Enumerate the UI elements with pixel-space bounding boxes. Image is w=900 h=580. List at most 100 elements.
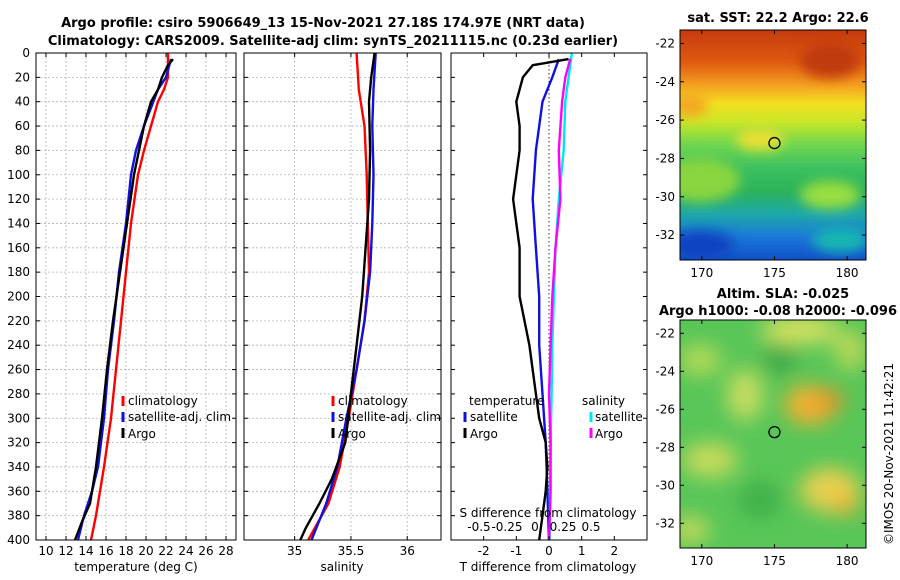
- temperature-x-label: temperature (deg C): [74, 560, 197, 574]
- map-y-tick-label: -28: [655, 440, 675, 454]
- argo-location-marker-sla: [768, 425, 781, 439]
- map-y-tick-label: -24: [655, 364, 675, 378]
- map-y-tick-label: -32: [655, 228, 675, 242]
- argo-location-marker-sst: [768, 136, 781, 150]
- salinity-x-label: salinity: [320, 560, 363, 574]
- temperature-legend: climatology satellite-adj. clim Argo: [121, 394, 231, 441]
- map-y-tick-label: -26: [655, 402, 675, 416]
- y-tick-label: 200: [7, 290, 30, 304]
- map-x-tick-label: 180: [836, 554, 859, 568]
- map-y-tick-label: -26: [655, 113, 675, 127]
- y-tick-label: 0: [22, 46, 30, 60]
- map-x-tick-label: 170: [690, 266, 713, 280]
- map-x-tick-label: 175: [763, 554, 786, 568]
- x-tick-label: 35.5: [338, 544, 365, 558]
- x-tick-label: 22: [158, 544, 173, 558]
- x-tick-label: 26: [198, 544, 213, 558]
- imos-credit: ©IMOS 20-Nov-2021 11:42:21: [882, 363, 896, 545]
- map-y-tick-label: -32: [655, 516, 675, 530]
- legend-label-satellite-adj: satellite-adj. clim: [128, 410, 231, 424]
- temperature-profile-plot: 0 20 40 60 80 100 120 140 160 180 200 220 240 260 280 3…: [7, 46, 237, 558]
- sla-map-title-line1: Altim. SLA: -0.025: [717, 287, 849, 302]
- series-line-climatology: [89, 53, 170, 541]
- legend-label-argo: Argo: [128, 427, 156, 441]
- x-tick-label: -1: [510, 544, 522, 558]
- map-x-tick-label: 170: [690, 554, 713, 568]
- top-x-tick-label: -0.5: [467, 520, 490, 534]
- legend-label-climatology: climatology: [128, 394, 198, 408]
- y-tick-label: 360: [7, 484, 30, 498]
- legend-label-argo: Argo: [338, 427, 366, 441]
- y-tick-label: 180: [7, 265, 30, 279]
- legend-label-sal-satellite: satellite: [595, 410, 643, 424]
- x-tick-label: 28: [218, 544, 233, 558]
- x-tick-label: 16: [98, 544, 113, 558]
- series-line-satellite-adj-clim: [310, 52, 377, 541]
- sla-map-axes: 170 175 180 -22 -24 -26 -28 -30 -32: [655, 320, 866, 568]
- series-line-argo: [299, 52, 376, 541]
- difference-profile-plot: -2 -1 0 1 2 -0.5 -0.25 0 0.25 0.5: [450, 52, 648, 558]
- x-tick-label: 10: [38, 544, 53, 558]
- top-x-tick-label: -0.25: [491, 520, 522, 534]
- sst-map-axes: 170 175 180 -22 -24 -26 -28 -30 -32: [655, 30, 866, 280]
- x-tick-label: 12: [58, 544, 73, 558]
- legend-label-satellite-adj: satellite-adj. clim: [338, 410, 441, 424]
- figure-title-line2: Climatology: CARS2009. Satellite-adj cli…: [48, 34, 618, 49]
- x-tick-label: -2: [478, 544, 490, 558]
- legend-label-sal-argo: Argo: [595, 427, 623, 441]
- sla-map-frame: [679, 319, 867, 549]
- sst-map-image: [680, 30, 866, 260]
- legend-label-temp-satellite: satellite: [470, 410, 518, 424]
- y-tick-label: 160: [7, 241, 30, 255]
- map-x-tick-label: 175: [763, 266, 786, 280]
- x-tick-label: 20: [138, 544, 153, 558]
- y-tick-label: 120: [7, 192, 30, 206]
- x-tick-label: 0: [545, 544, 553, 558]
- x-tick-label: 18: [118, 544, 133, 558]
- legend-title-temperature: temperature: [469, 394, 544, 408]
- map-y-tick-label: -28: [655, 151, 675, 165]
- x-tick-label: 36: [400, 544, 415, 558]
- series-line-temperature-argo: [511, 57, 569, 541]
- y-tick-label: 40: [15, 95, 30, 109]
- y-tick-label: 100: [7, 168, 30, 182]
- difference-legend: temperature satellite Argo salinity sate…: [463, 394, 643, 441]
- series-line-salinity-argo: [547, 58, 572, 541]
- x-tick-label: 35: [287, 544, 302, 558]
- map-y-tick-label: -24: [655, 75, 675, 89]
- y-tick-label: 140: [7, 216, 30, 230]
- difference-top-x-label: S difference from climatology: [460, 506, 637, 520]
- map-x-tick-label: 180: [836, 266, 859, 280]
- map-y-tick-label: -30: [655, 190, 675, 204]
- figure-title-line1: Argo profile: csiro 5906649_13 15-Nov-20…: [61, 16, 585, 31]
- y-tick-label: 220: [7, 314, 30, 328]
- top-x-tick-label: 0.25: [550, 520, 577, 534]
- y-tick-label: 80: [15, 143, 30, 157]
- sla-map-image: [680, 320, 866, 548]
- y-tick-label: 240: [7, 338, 30, 352]
- salinity-profile-plot: 35 35.5 36: [243, 52, 442, 558]
- sst-map-frame: [679, 29, 867, 261]
- sla-map-title-line2: Argo h1000: -0.08 h2000: -0.096: [659, 304, 897, 319]
- y-tick-label: 20: [15, 70, 30, 84]
- x-tick-label: 14: [78, 544, 93, 558]
- y-tick-label: 340: [7, 460, 30, 474]
- map-y-tick-label: -22: [655, 326, 675, 340]
- top-x-tick-label: 0.5: [581, 520, 600, 534]
- difference-x-label: T difference from climatology: [459, 560, 637, 574]
- legend-label-temp-argo: Argo: [470, 427, 498, 441]
- y-tick-label: 300: [7, 411, 30, 425]
- y-tick-label: 260: [7, 363, 30, 377]
- map-y-tick-label: -30: [655, 478, 675, 492]
- legend-title-salinity: salinity: [582, 394, 625, 408]
- legend-label-climatology: climatology: [338, 394, 408, 408]
- y-tick-label: 320: [7, 436, 30, 450]
- y-tick-label: 280: [7, 387, 30, 401]
- x-tick-label: 24: [178, 544, 193, 558]
- map-y-tick-label: -22: [655, 36, 675, 50]
- y-tick-label: 380: [7, 509, 30, 523]
- x-tick-label: 2: [611, 544, 619, 558]
- salinity-legend: climatology satellite-adj. clim Argo: [331, 394, 441, 441]
- sst-map-title: sat. SST: 22.2 Argo: 22.6: [687, 11, 868, 26]
